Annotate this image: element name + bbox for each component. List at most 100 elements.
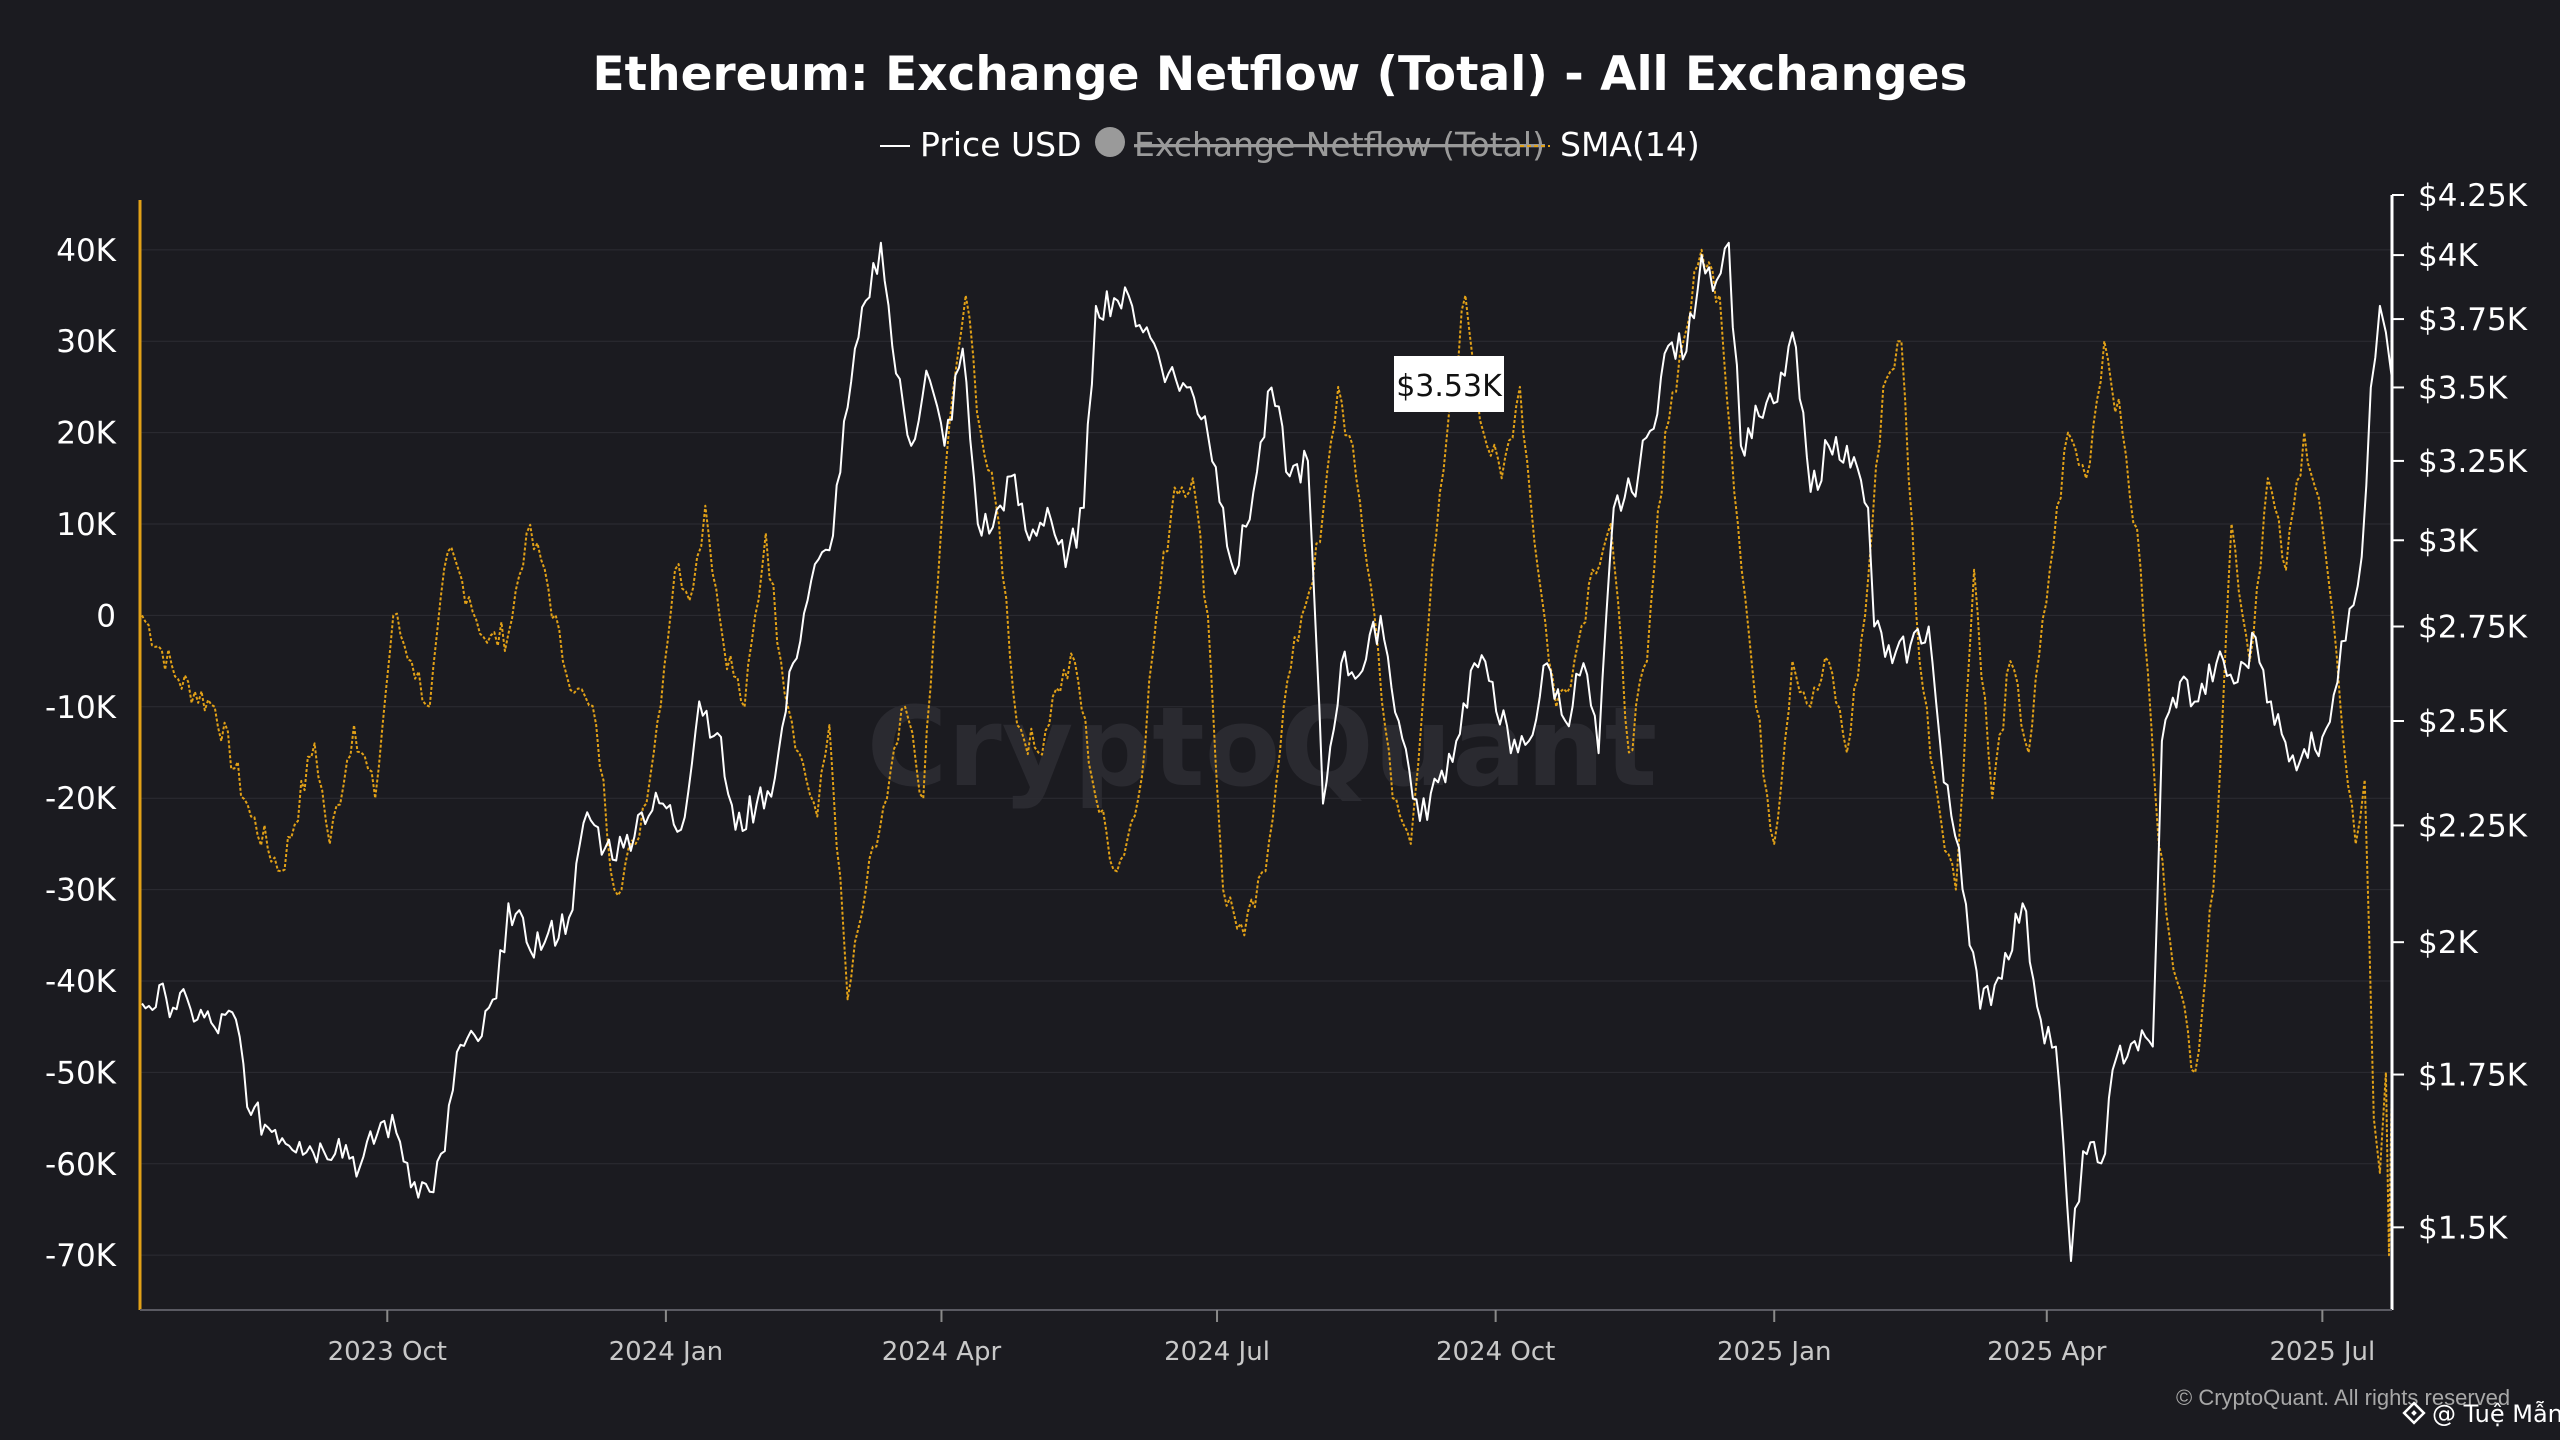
sma-data-point	[1446, 432, 1448, 434]
price-data-point	[756, 803, 758, 805]
sma-data-point	[1337, 386, 1339, 388]
legend-price-label: Price USD	[920, 125, 1082, 164]
right-tick-label: $3.5K	[2418, 370, 2508, 406]
price-data-point	[943, 445, 945, 447]
price-data-point	[2270, 700, 2272, 702]
price-data-point	[1168, 372, 1170, 374]
sma-data-point	[2388, 1254, 2390, 1256]
x-tick-label: 2025 Apr	[1987, 1337, 2107, 1367]
sma-data-point	[562, 660, 564, 662]
sma-data-point	[1501, 477, 1503, 479]
sma-data-point	[744, 706, 746, 708]
price-data-point	[1997, 976, 1999, 978]
chart-title: Ethereum: Exchange Netflow (Total) - All…	[593, 47, 1968, 102]
sma-data-point	[1628, 752, 1630, 754]
x-tick-label: 2024 Jul	[1164, 1337, 1270, 1367]
price-data-point	[1083, 507, 1085, 509]
sma-data-point	[1428, 614, 1430, 616]
sma-data-point	[1137, 797, 1139, 799]
sma-data-point	[2340, 706, 2342, 708]
price-data-point	[2179, 681, 2181, 683]
price-data-point	[2255, 636, 2257, 638]
price-data-point	[1943, 781, 1945, 783]
grid-lines	[140, 249, 2392, 1256]
left-tick-label: -30K	[45, 873, 117, 909]
sma-data-point	[1737, 523, 1739, 525]
right-tick-label: $4K	[2418, 238, 2478, 274]
price-data-point	[792, 662, 794, 664]
price-data-point	[2303, 748, 2305, 750]
sma-data-point	[816, 815, 818, 817]
price-data-point	[680, 829, 682, 831]
price-data-point	[165, 997, 167, 999]
sma-data-point	[214, 706, 216, 708]
price-data-point	[429, 1191, 431, 1193]
price-data-point	[1455, 740, 1457, 742]
price-data-point	[1810, 491, 1812, 493]
price-data-point	[977, 523, 979, 525]
legend-item-price[interactable]: Price USD	[880, 125, 1082, 164]
price-data-point	[2115, 1057, 2117, 1059]
sma-data-point	[1192, 477, 1194, 479]
price-series-layer	[141, 241, 2393, 1262]
price-data-point	[1149, 337, 1151, 339]
sma-data-point	[2285, 569, 2287, 571]
sma-data-point	[2212, 889, 2214, 891]
sma-data-point	[2385, 1071, 2387, 1073]
sma-data-point	[468, 596, 470, 598]
price-data-point	[2040, 1018, 2042, 1020]
current-price-tag-box	[1394, 356, 1504, 412]
price-data-point	[189, 1008, 191, 1010]
sma-data-point	[704, 505, 706, 507]
price-data-point	[1131, 305, 1133, 307]
price-data-point	[1728, 242, 1730, 244]
sma-data-point	[2373, 1117, 2375, 1119]
price-data-point	[895, 372, 897, 374]
sma-data-point	[1207, 614, 1209, 616]
price-data-point	[1113, 297, 1115, 299]
right-tick-label: $2.75K	[2418, 610, 2528, 646]
price-data-point	[1271, 386, 1273, 388]
left-tick-label: 10K	[56, 507, 116, 543]
current-price-tag: $3.53K	[1394, 356, 1504, 412]
x-tick-label: 2024 Jan	[609, 1337, 724, 1367]
price-data-point	[1685, 350, 1687, 352]
price-data-point	[544, 941, 546, 943]
price-data-point	[1910, 644, 1912, 646]
axes	[138, 195, 2394, 1311]
sma-data-point	[847, 998, 849, 1000]
legend-item-netflow[interactable]: Exchange Netflow (Total)	[1095, 125, 1545, 164]
left-axis-ticks: 40K 30K 20K 10K 0 -10K -20K -30K -40K -50K -60K -70…	[45, 233, 117, 1274]
sma-data-point	[1610, 523, 1612, 525]
sma-data-point	[1483, 432, 1485, 434]
sma-data-point	[1955, 889, 1957, 891]
sma-data-point	[1095, 797, 1097, 799]
sma-data-point	[765, 532, 767, 534]
copyright-text: © CryptoQuant. All rights reserved	[2176, 1385, 2510, 1410]
left-tick-label: 0	[96, 598, 116, 634]
sma-data-point	[1664, 432, 1666, 434]
legend-item-sma[interactable]: SMA(14)	[1520, 125, 1700, 164]
sma-data-point	[526, 532, 528, 534]
price-data-point	[880, 242, 882, 244]
price-data-point	[604, 847, 606, 849]
current-price-tag-label: $3.53K	[1396, 369, 1503, 404]
price-data-point	[235, 1018, 237, 1020]
sma-data-point	[635, 843, 637, 845]
left-tick-label: 20K	[56, 416, 116, 452]
sma-data-point	[2355, 843, 2357, 845]
sma-data-point	[2303, 432, 2305, 434]
sma-data-point	[486, 642, 488, 644]
sma-data-point	[1464, 295, 1466, 297]
price-data-point	[1380, 615, 1382, 617]
sma-data-point	[1900, 340, 1902, 342]
sma-data-point	[1519, 386, 1521, 388]
price-series-line	[141, 241, 2393, 1262]
sma-data-point	[722, 642, 724, 644]
sma-data-point	[1682, 340, 1684, 342]
sma-data-point	[1037, 752, 1039, 754]
price-data-point	[1846, 445, 1848, 447]
price-data-point	[774, 777, 776, 779]
price-data-point	[1028, 539, 1030, 541]
